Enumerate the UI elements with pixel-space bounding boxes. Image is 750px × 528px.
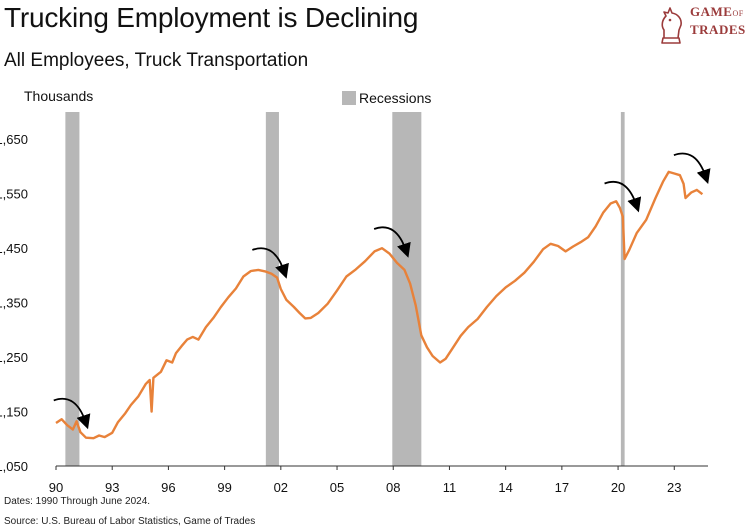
y-tick-label: 1,550 bbox=[0, 187, 28, 202]
recession-band-2 bbox=[392, 112, 422, 466]
x-tick-label: 93 bbox=[105, 480, 119, 495]
y-tick-label: 1,350 bbox=[0, 296, 28, 311]
recession-band-1 bbox=[265, 112, 279, 466]
knight-chess-piece-icon bbox=[661, 7, 682, 44]
arrow-annotation-3 bbox=[604, 180, 642, 213]
series-line-0 bbox=[55, 170, 704, 440]
arrow-annotation-1 bbox=[252, 247, 289, 279]
x-tick-label: 96 bbox=[161, 480, 175, 495]
y-axis-units-label: Thousands bbox=[24, 88, 94, 104]
y-tick-label: 1,650 bbox=[0, 132, 28, 147]
logo-text-line2: TRADES bbox=[690, 22, 746, 37]
y-tick-label: 1,150 bbox=[0, 405, 28, 420]
x-tick-label: 02 bbox=[274, 480, 288, 495]
footer-dates: Dates: 1990 Through June 2024. bbox=[4, 496, 151, 507]
recession-band-3 bbox=[620, 112, 625, 466]
x-tick-label: 90 bbox=[49, 480, 63, 495]
x-tick-label: 17 bbox=[555, 480, 569, 495]
x-tick-label: 05 bbox=[330, 480, 344, 495]
arrow-annotation-2 bbox=[373, 226, 411, 258]
logo-text-line1: GAME bbox=[690, 4, 733, 19]
footer-source: Source: U.S. Bureau of Labor Statistics,… bbox=[4, 516, 256, 527]
y-tick-label: 1,050 bbox=[0, 459, 28, 474]
chart-axes: 1,050 1,150 1,250 1,350 1,450 1,550 1,650 90 93 9… bbox=[0, 132, 708, 495]
y-tick-label: 1,450 bbox=[0, 241, 28, 256]
brand-logo: GAMEOF TRADES bbox=[652, 0, 750, 46]
x-tick-label: 20 bbox=[611, 480, 625, 495]
annotation-arrows bbox=[53, 152, 711, 430]
logo-text-of: OF bbox=[732, 9, 744, 18]
y-tick-label: 1,250 bbox=[0, 350, 28, 365]
x-tick-label: 23 bbox=[667, 480, 681, 495]
chart-subtitle: All Employees, Truck Transportation bbox=[4, 50, 309, 71]
legend-swatch-recessions bbox=[342, 91, 356, 105]
x-tick-label: 11 bbox=[443, 480, 457, 495]
legend: Recessions bbox=[342, 90, 431, 106]
legend-label-recessions: Recessions bbox=[359, 90, 432, 106]
recession-band-0 bbox=[65, 112, 80, 466]
arrow-annotation-4 bbox=[673, 152, 711, 185]
x-tick-label: 08 bbox=[386, 480, 400, 495]
series-layer bbox=[55, 170, 704, 440]
arrow-annotation-0 bbox=[53, 397, 91, 430]
x-tick-label: 99 bbox=[217, 480, 231, 495]
recession-bands bbox=[65, 112, 625, 466]
x-tick-label: 14 bbox=[498, 480, 512, 495]
chart-title: Trucking Employment is Declining bbox=[4, 2, 419, 33]
